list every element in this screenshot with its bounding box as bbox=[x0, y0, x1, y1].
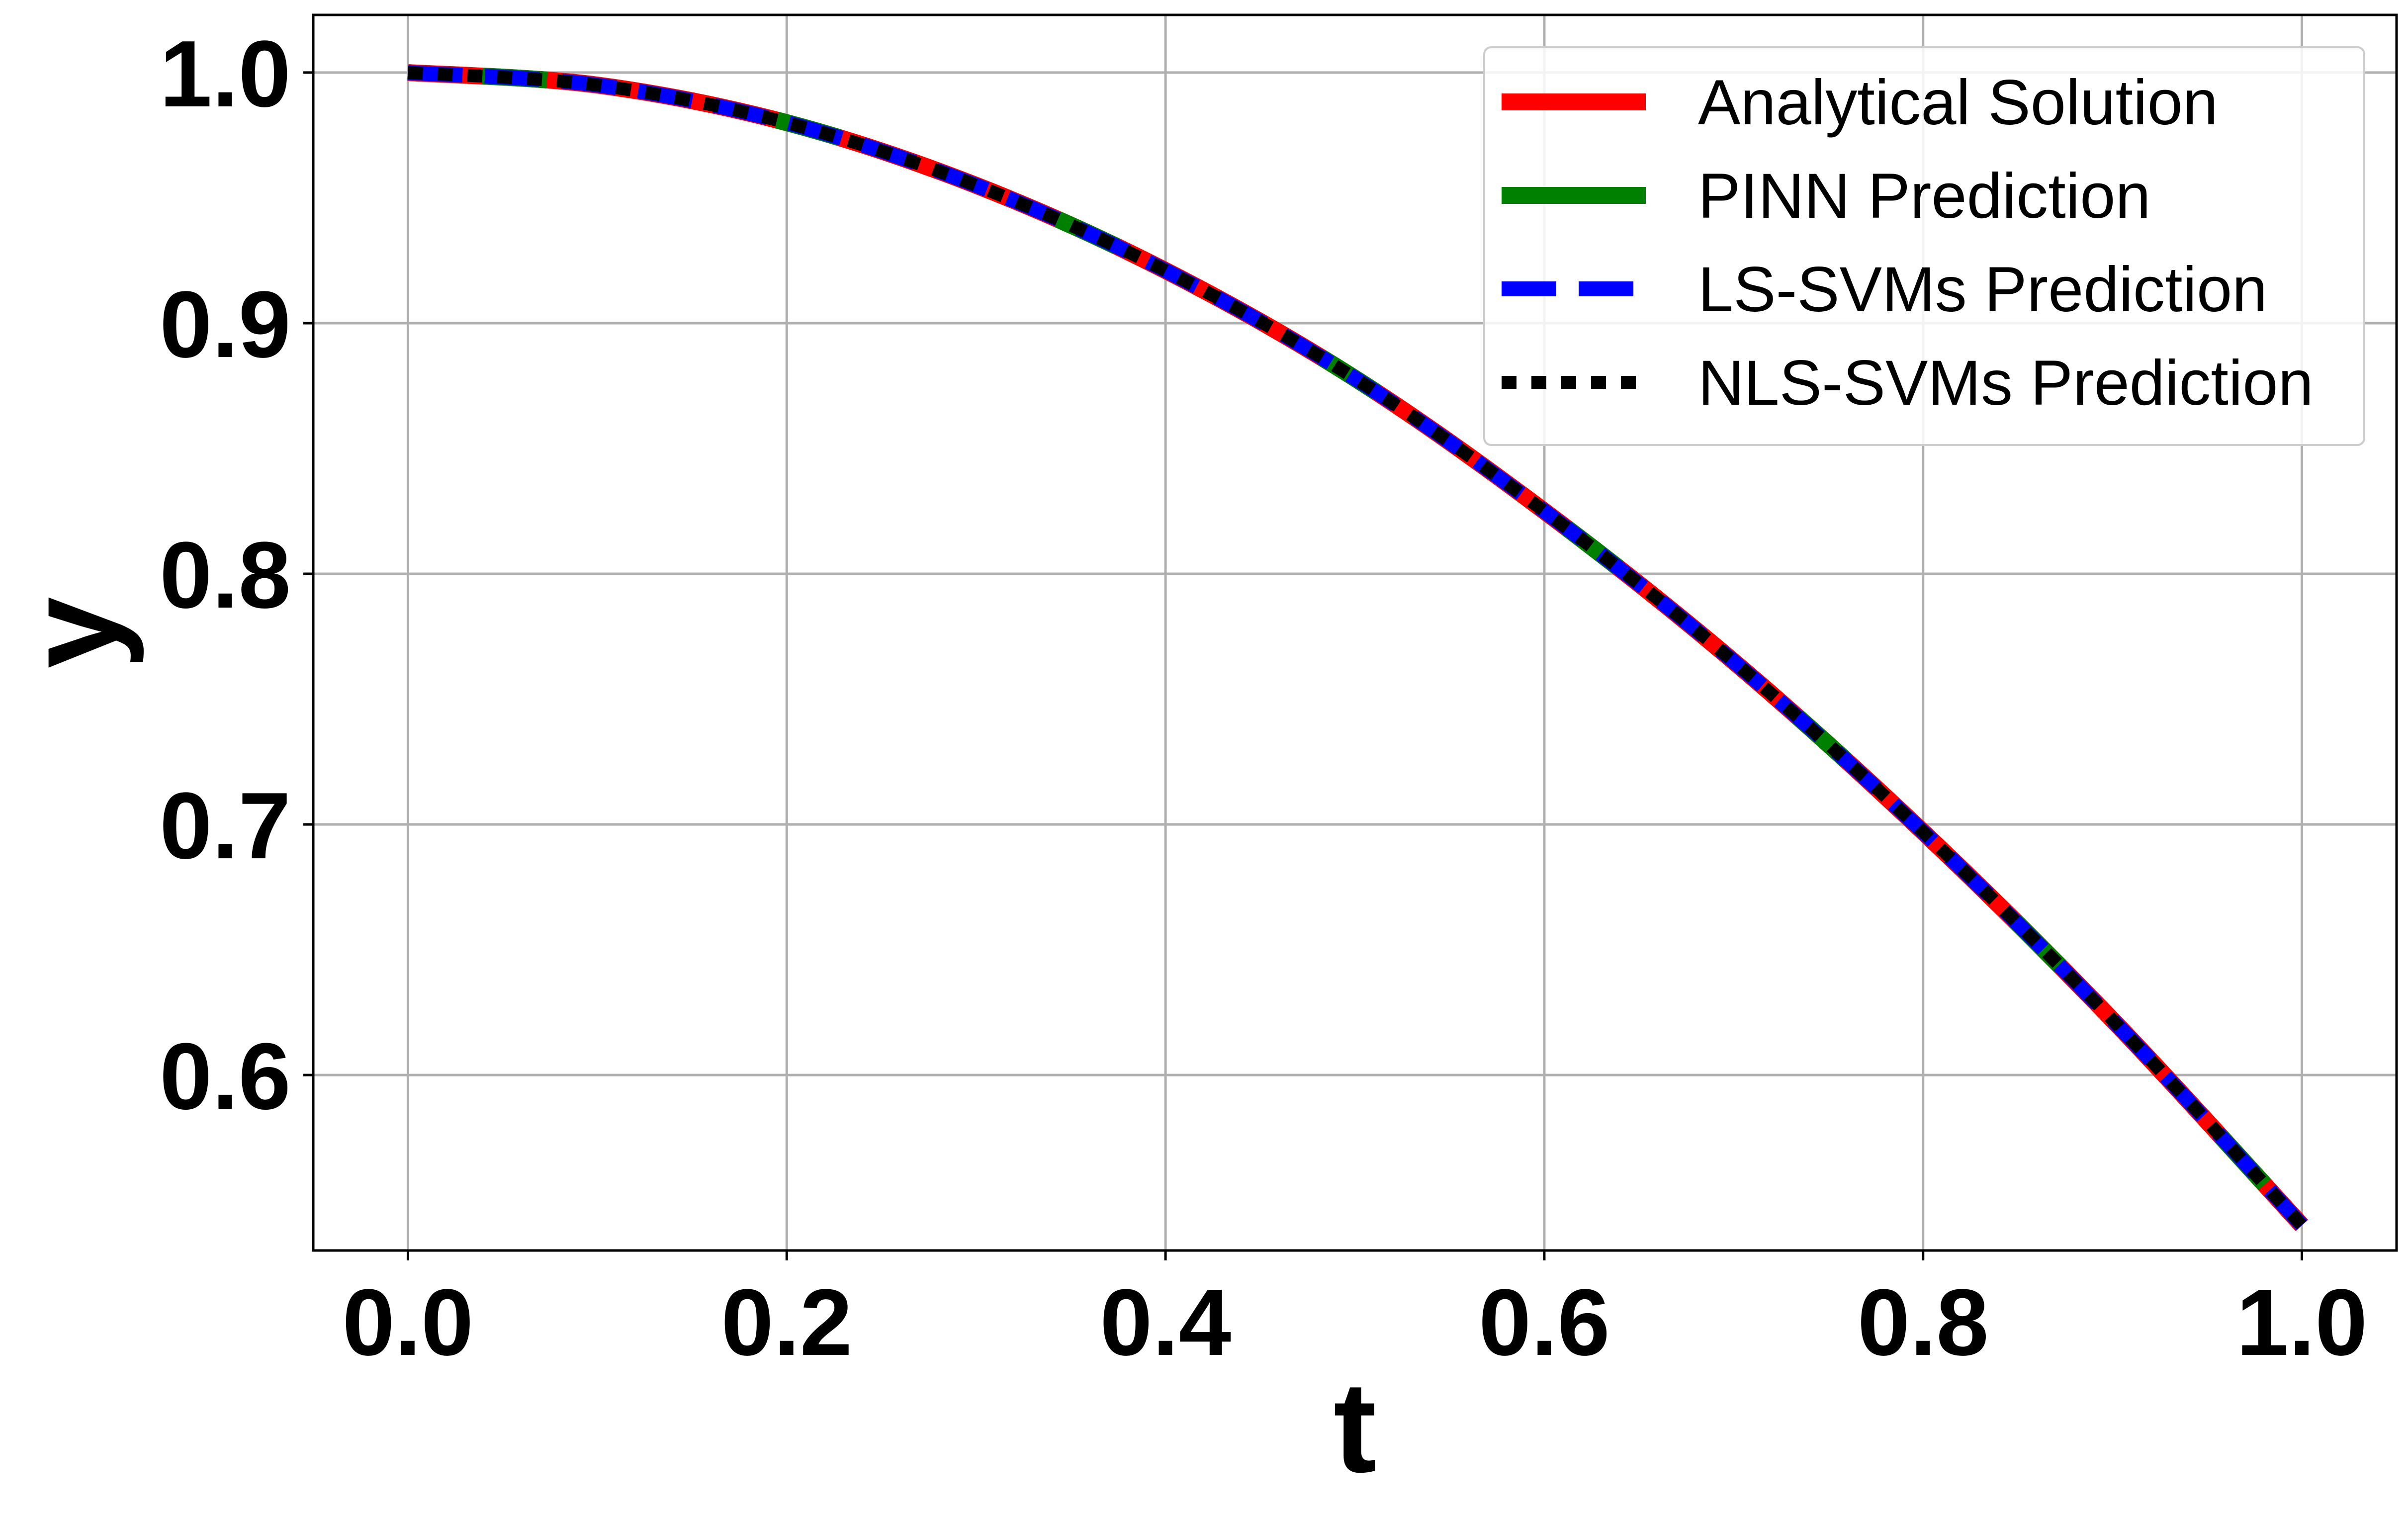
legend-label-3: NLS-SVMs Prediction bbox=[1698, 348, 2314, 419]
y-axis-label: y bbox=[0, 596, 145, 669]
series-layer bbox=[407, 64, 2309, 1232]
x-tick-label: 0.8 bbox=[1858, 1270, 1989, 1375]
plot-frame bbox=[312, 13, 2398, 1252]
x-tick-label: 0.6 bbox=[1479, 1270, 1610, 1375]
y-tick-label: 0.6 bbox=[160, 1024, 291, 1129]
series-line-3 bbox=[407, 66, 2307, 1230]
y-axis-ticks: 0.6 0.7 0.8 0.9 1.0 bbox=[160, 21, 313, 1129]
x-axis-label: t bbox=[1334, 1355, 1377, 1500]
legend-label-0: Analytical Solution bbox=[1698, 67, 2218, 138]
x-tick-label: 0.2 bbox=[721, 1270, 852, 1375]
x-tick-label: 1.0 bbox=[2236, 1270, 2367, 1375]
y-tick-label: 0.9 bbox=[160, 272, 291, 377]
legend-label-2: LS-SVMs Prediction bbox=[1698, 254, 2267, 325]
y-tick-label: 1.0 bbox=[160, 21, 291, 127]
legend-box bbox=[1483, 46, 2365, 446]
y-tick-label: 0.7 bbox=[160, 773, 291, 879]
y-tick-label: 0.8 bbox=[160, 523, 291, 628]
x-axis-ticks: 0.0 0.2 0.4 0.6 0.8 1.0 bbox=[342, 1250, 2368, 1375]
legend-label-1: PINN Prediction bbox=[1698, 161, 2151, 232]
x-tick-label: 0.4 bbox=[1100, 1270, 1231, 1375]
legend: Analytical Solution PINN Prediction LS-SVM… bbox=[1483, 46, 2365, 446]
x-tick-label: 0.0 bbox=[342, 1270, 473, 1375]
